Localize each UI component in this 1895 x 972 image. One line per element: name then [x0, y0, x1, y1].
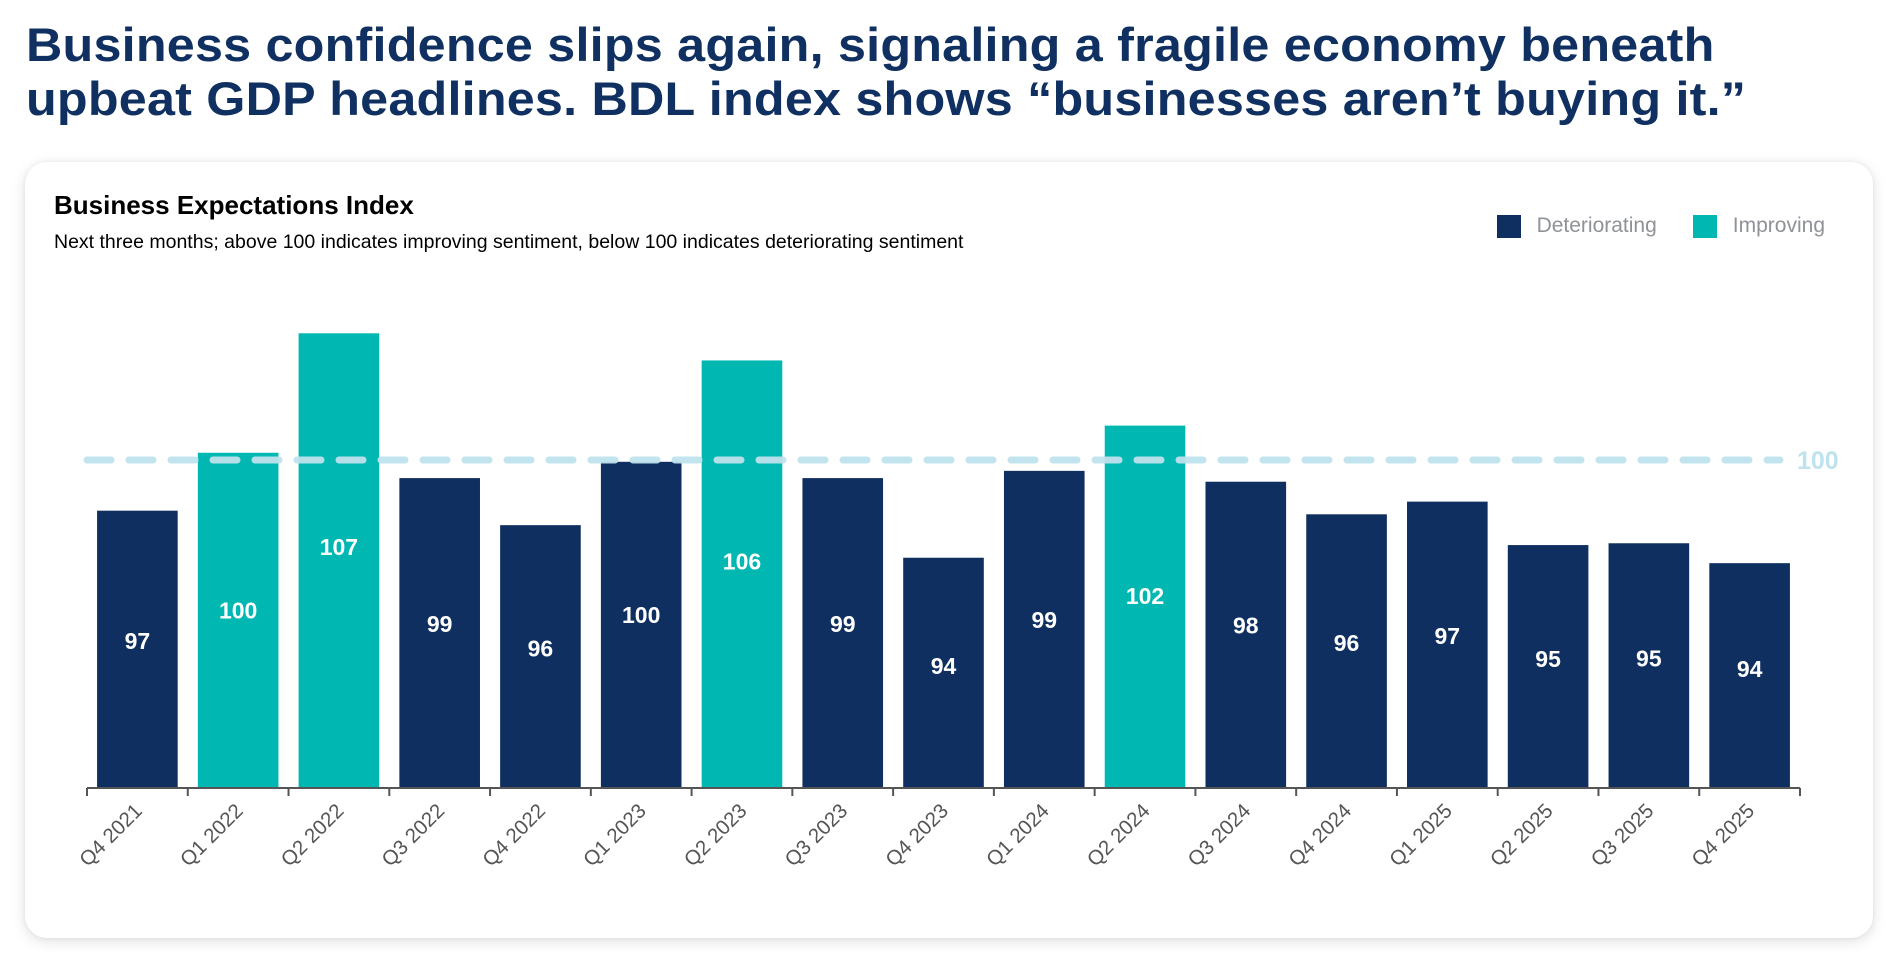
reference-line-label: 100	[1797, 447, 1839, 475]
data-label: 95	[1636, 645, 1662, 671]
data-label: 94	[1737, 656, 1763, 682]
legend: Deteriorating Improving	[1461, 214, 1825, 238]
bar-q2-2022	[298, 333, 380, 788]
reference-line-group: 100	[83, 447, 1839, 475]
bar-q3-2024	[1205, 481, 1287, 788]
x-tick-label: Q4 2022	[478, 799, 550, 871]
legend-item-deteriorating: Deteriorating	[1496, 214, 1657, 238]
data-label: 99	[830, 611, 856, 637]
bar-q2-2024	[1104, 425, 1186, 788]
x-tick-label: Q3 2025	[1587, 799, 1659, 871]
data-label: 107	[320, 534, 358, 560]
data-label: 98	[1233, 613, 1259, 639]
x-tick-label: Q1 2024	[982, 799, 1054, 871]
headline-line-2: upbeat GDP headlines. BDL index shows “b…	[26, 72, 1747, 125]
data-label: 99	[1031, 607, 1057, 633]
data-label: 106	[723, 548, 761, 574]
bars-group	[97, 333, 1790, 788]
x-tick-label: Q2 2023	[680, 799, 752, 871]
x-tick-label: Q1 2025	[1385, 799, 1457, 871]
headline: Business confidence slips again, signali…	[26, 18, 1895, 126]
x-tick-label: Q1 2023	[579, 799, 651, 871]
bar-q2-2023	[701, 360, 783, 788]
x-tick-label: Q2 2022	[277, 799, 349, 871]
bar-q2-2025	[1507, 545, 1589, 788]
chart-subtitle: Next three months; above 100 indicates i…	[54, 231, 964, 253]
x-tick-label: Q3 2024	[1183, 799, 1255, 871]
legend-swatch-improving	[1692, 214, 1717, 238]
bar-q1-2022	[197, 452, 279, 788]
data-label: 100	[219, 597, 257, 623]
bar-q4-2024	[1306, 514, 1387, 788]
bar-q1-2025	[1407, 501, 1488, 788]
data-label: 94	[931, 653, 957, 679]
data-label: 95	[1535, 646, 1561, 672]
x-tick-label: Q4 2025	[1687, 799, 1759, 871]
x-tick-label: Q1 2022	[176, 799, 248, 871]
x-tick-label: Q4 2023	[881, 799, 953, 871]
bar-q1-2024	[1003, 470, 1085, 788]
bar-q3-2023	[802, 478, 884, 788]
data-label: 96	[528, 636, 554, 662]
legend-label-deteriorating: Deteriorating	[1536, 214, 1657, 237]
data-label: 96	[1334, 630, 1360, 656]
data-labels-group: 97 100 107 99 96 100 106 99 94 99 102 98 96 97 95 95 94	[125, 534, 1763, 682]
x-tick-label: Q3 2022	[377, 799, 449, 871]
bar-q4-2021	[97, 510, 178, 788]
legend-swatch-deteriorating	[1496, 214, 1521, 238]
headline-line-1: Business confidence slips again, signali…	[26, 18, 1715, 71]
data-label: 97	[1435, 623, 1461, 649]
bar-q4-2022	[500, 525, 581, 788]
bar-q3-2025	[1608, 543, 1690, 788]
x-tick-label: Q3 2023	[780, 799, 852, 871]
bar-q4-2023	[903, 557, 984, 788]
x-tick-label: Q2 2024	[1083, 799, 1155, 871]
x-axis-group: Q4 2021 Q1 2022 Q2 2022 Q3 2022 Q4 2022 Q1 20…	[75, 787, 1801, 871]
data-label: 102	[1126, 583, 1164, 609]
bar-q4-2025	[1709, 563, 1790, 788]
legend-item-improving: Improving	[1692, 214, 1825, 238]
x-tick-label: Q4 2021	[75, 799, 147, 871]
bar-q3-2022	[399, 478, 480, 788]
data-label: 100	[622, 602, 660, 628]
data-label: 99	[427, 611, 453, 637]
chart-title: Business Expectations Index	[54, 190, 414, 220]
bar-q1-2023	[600, 461, 682, 788]
x-tick-label: Q2 2025	[1486, 799, 1558, 871]
legend-label-improving: Improving	[1732, 214, 1825, 237]
data-label: 97	[125, 628, 151, 654]
x-tick-label: Q4 2024	[1284, 799, 1356, 871]
